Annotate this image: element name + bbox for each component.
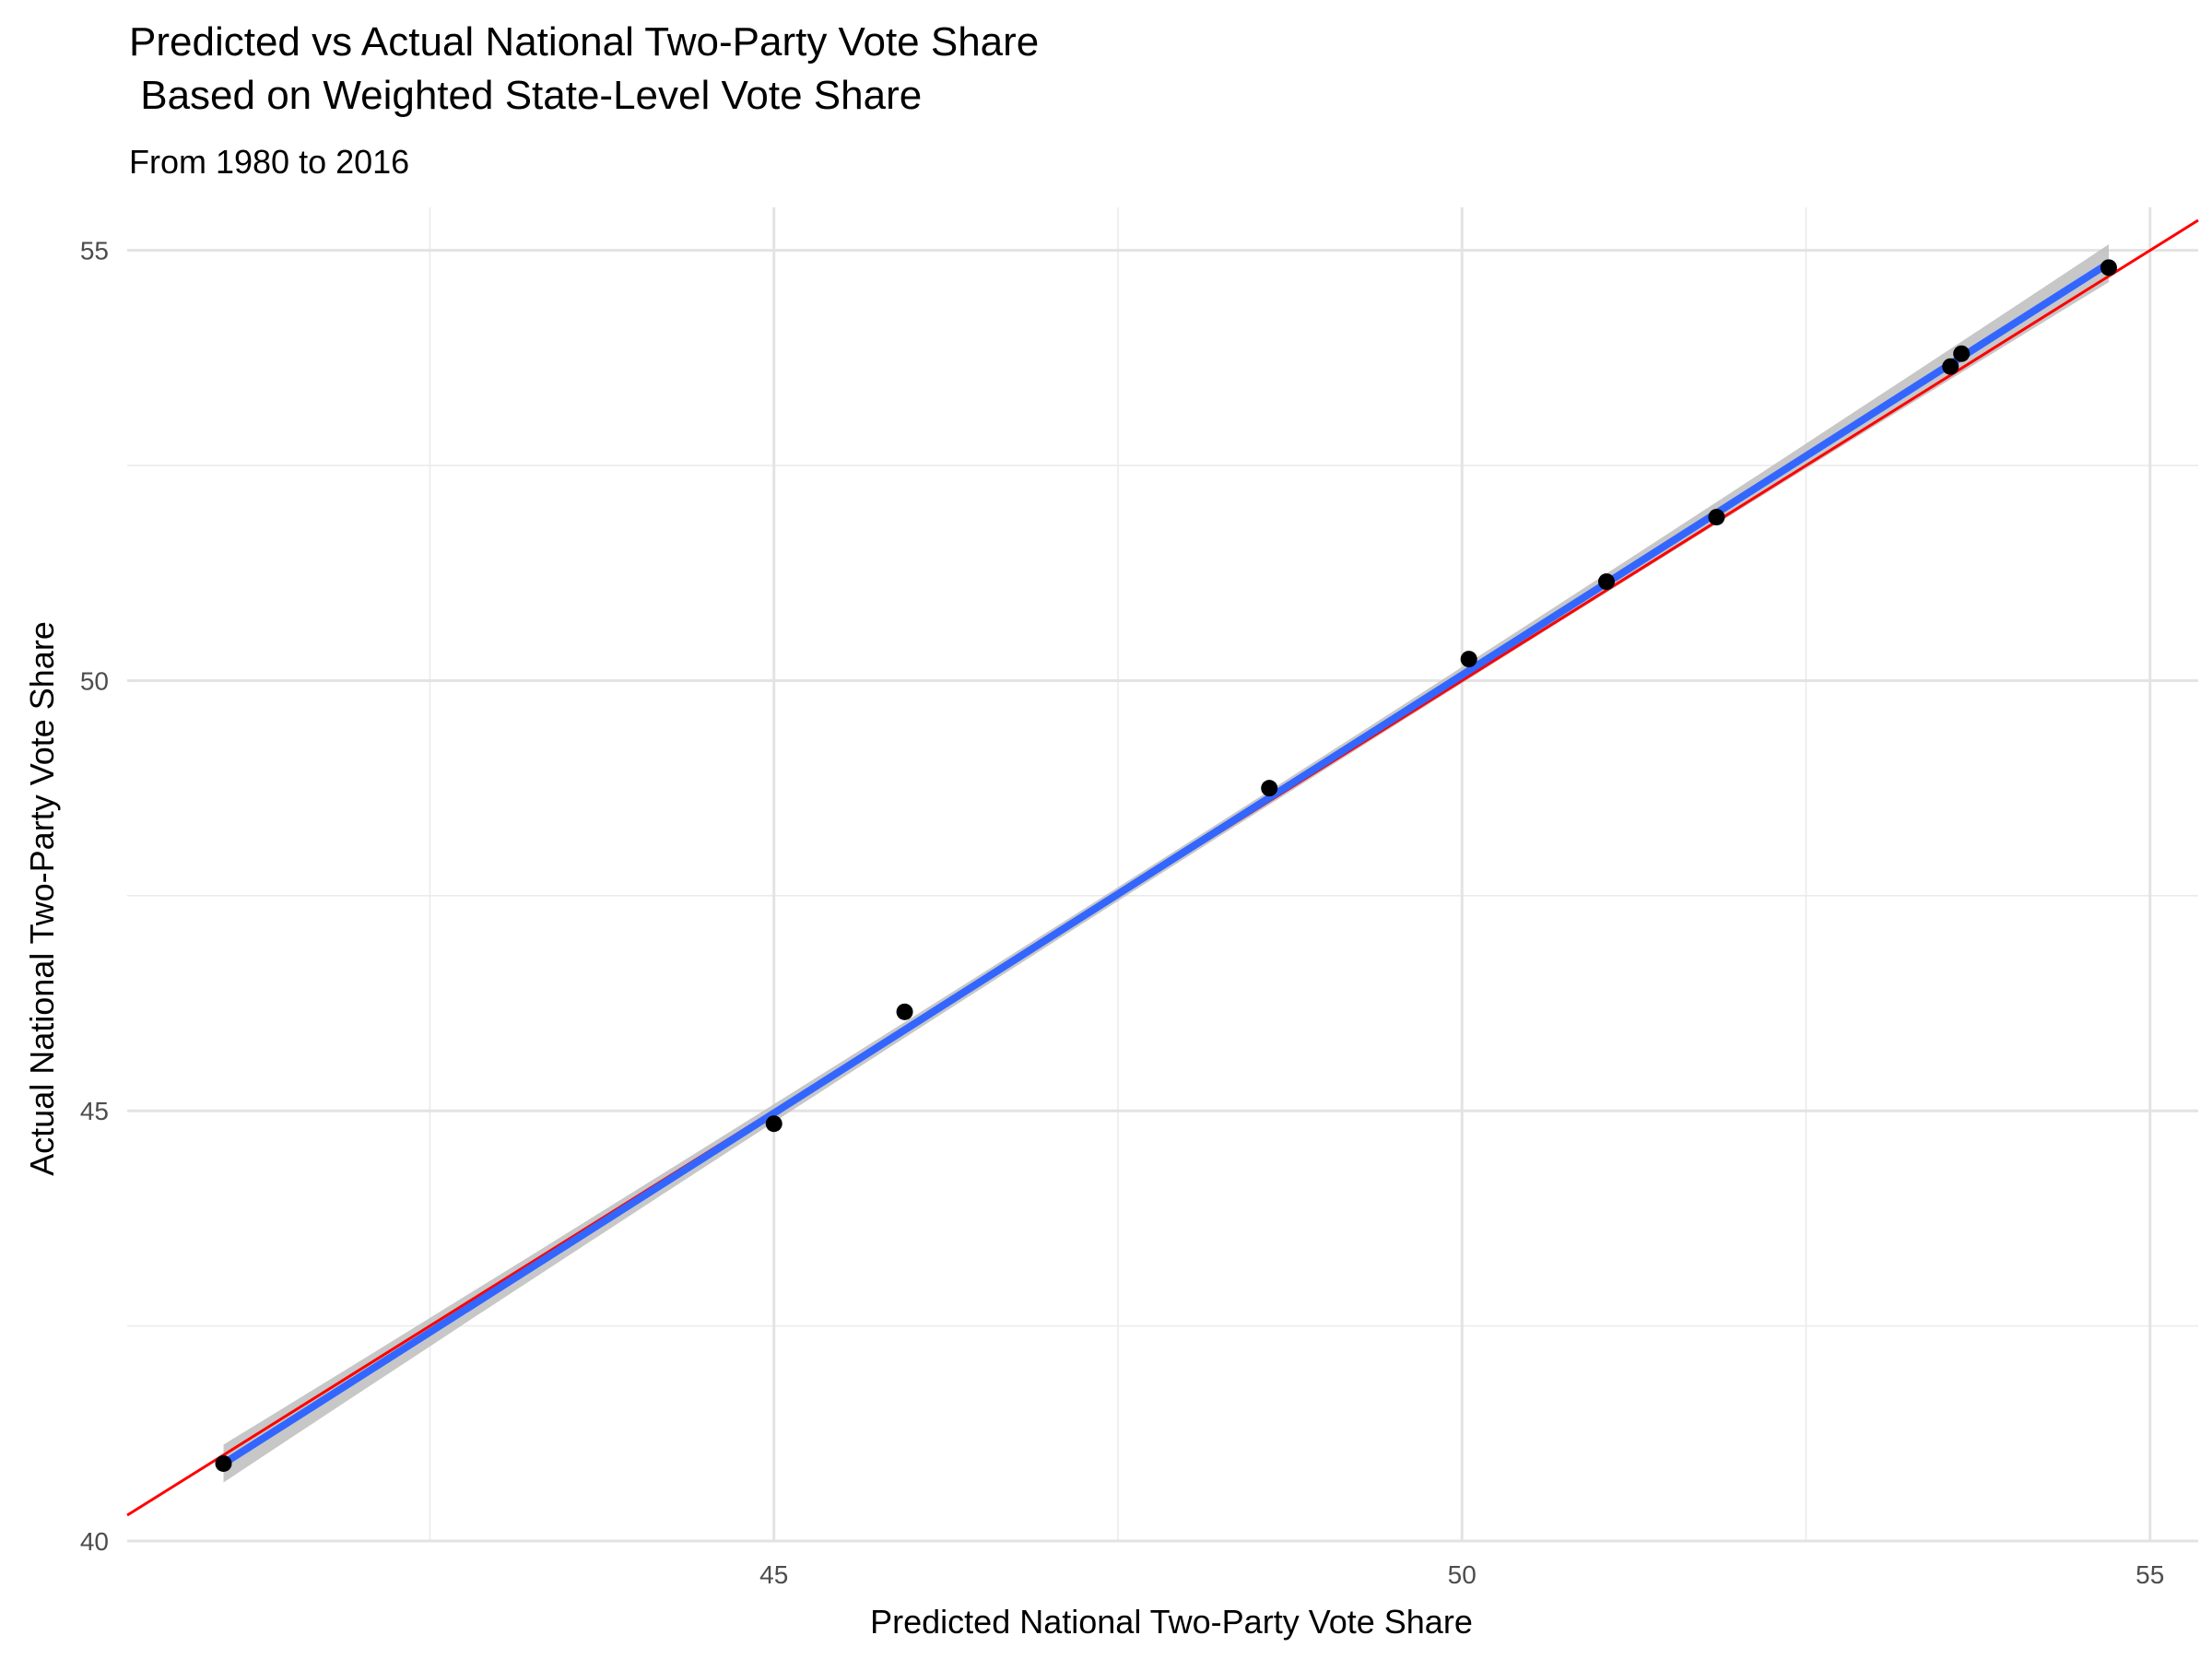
x-tick-label: 50: [1448, 1560, 1477, 1589]
chart-subtitle: From 1980 to 2016: [129, 143, 409, 181]
data-point: [2100, 259, 2117, 276]
x-axis-label: Predicted National Two-Party Vote Share: [870, 1603, 1473, 1641]
y-tick-labels: 40 45 50 55: [80, 237, 109, 1556]
grid-lines: [127, 207, 2198, 1543]
data-point: [1261, 780, 1278, 797]
data-points: [215, 259, 2117, 1472]
data-point: [896, 1003, 913, 1020]
y-tick-label: 45: [80, 1097, 109, 1125]
data-point: [1708, 509, 1725, 526]
y-axis-label: Actual National Two-Party Vote Share: [23, 621, 61, 1176]
x-tick-label: 55: [2136, 1560, 2164, 1589]
data-point: [765, 1115, 782, 1133]
y-tick-label: 50: [80, 666, 109, 695]
data-point: [1953, 345, 1971, 362]
data-point: [1942, 358, 1959, 375]
y-tick-label: 40: [80, 1527, 109, 1556]
data-point: [1598, 573, 1615, 591]
data-point: [1460, 651, 1477, 668]
regression-fit-line: [221, 260, 2112, 1467]
y-tick-label: 55: [80, 237, 109, 265]
x-tick-labels: 45 50 55: [759, 1560, 2164, 1589]
data-point: [215, 1454, 232, 1472]
fit-line-layer: [221, 260, 2112, 1467]
chart-title-line2: Based on Weighted State-Level Vote Share: [129, 73, 922, 118]
chart-title-line1: Predicted vs Actual National Two-Party V…: [129, 19, 1039, 65]
x-tick-label: 45: [759, 1560, 788, 1589]
